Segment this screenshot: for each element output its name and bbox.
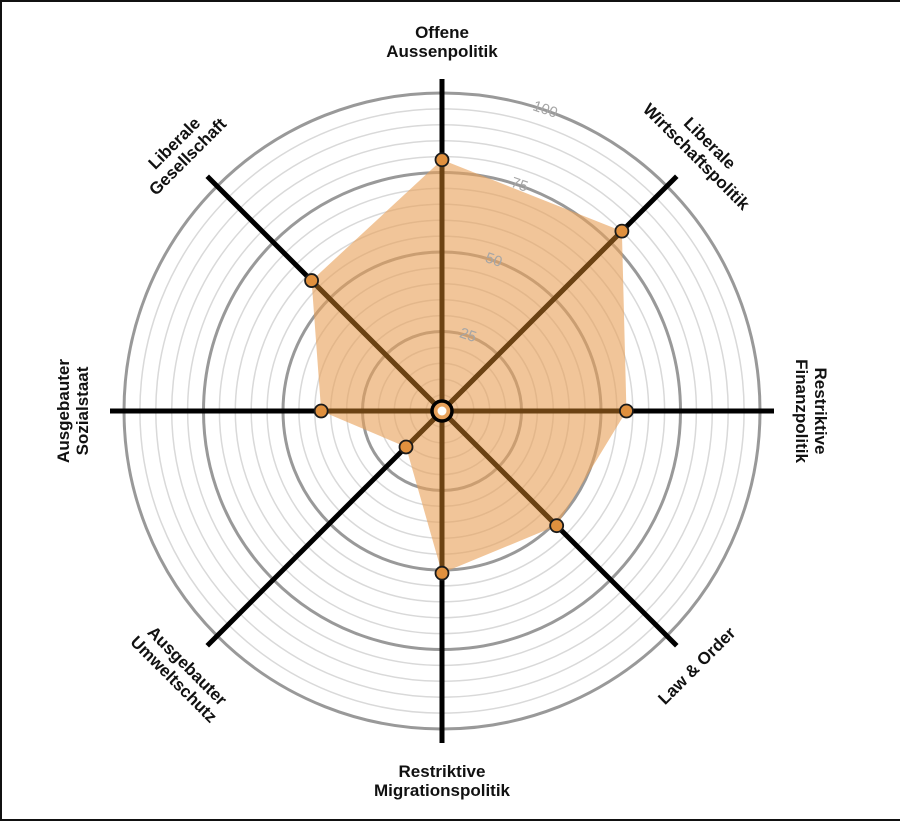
axis-label-line: Sozialstaat <box>73 366 92 455</box>
tick-label: 75 <box>509 174 530 195</box>
tick-label: 100 <box>531 98 560 122</box>
axis-segment-inside <box>440 229 624 413</box>
axis-label: Ausgebauter Sozialstaat <box>54 359 92 463</box>
axis-segment-inside <box>440 409 559 528</box>
axis-label-line: Finanzpolitik <box>792 359 811 463</box>
axis-label-line: Migrationspolitik <box>374 781 511 800</box>
axis-label-line: Restriktive <box>399 762 486 781</box>
tick-label: 25 <box>457 325 478 346</box>
axis-label-line: Aussenpolitik <box>386 42 498 61</box>
series-area <box>311 159 627 574</box>
data-point <box>614 223 630 239</box>
data-point <box>398 439 414 455</box>
axis-segment-inside <box>309 278 444 413</box>
axis-label-line: Offene <box>415 23 469 42</box>
data-point <box>549 518 565 534</box>
data-point <box>434 565 450 581</box>
axis-label-line: Restriktive <box>811 368 830 455</box>
data-point <box>619 403 634 419</box>
series-polygon <box>311 159 627 574</box>
center-hub-inner <box>437 406 447 416</box>
data-point <box>313 403 329 419</box>
data-points <box>304 152 634 581</box>
data-point <box>304 273 319 288</box>
axis-lines-inside-area <box>309 159 627 574</box>
data-point <box>434 152 450 168</box>
tick-label: 50 <box>483 249 504 270</box>
axis-label-line: Ausgebauter <box>54 359 73 463</box>
